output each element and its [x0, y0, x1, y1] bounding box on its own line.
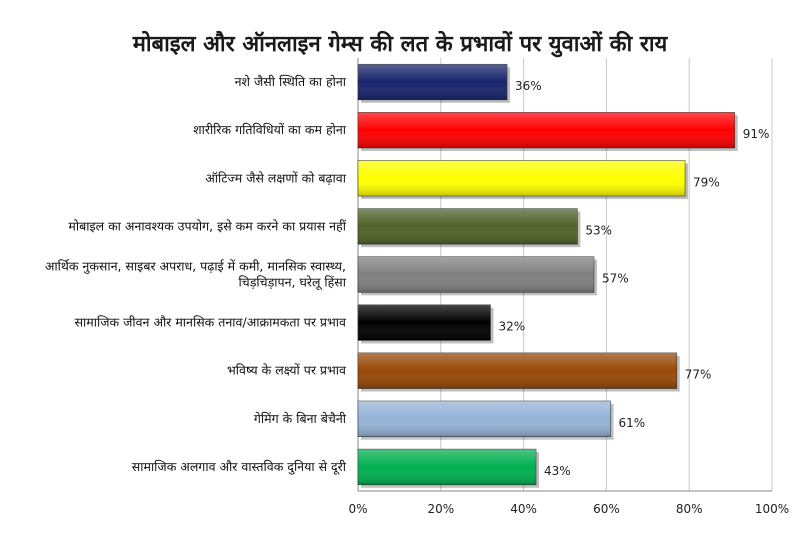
category-label: सामाजिक अलगाव और वास्तविक दुनिया से दूरी [132, 459, 347, 475]
x-tick-label: 80% [676, 502, 703, 516]
x-tick-label: 100% [755, 502, 789, 516]
data-label: 43% [544, 464, 571, 478]
bar-highlight [358, 304, 491, 341]
data-label: 79% [693, 175, 720, 189]
bar-highlight [358, 160, 686, 197]
category-label: भविष्य के लक्ष्यों पर प्रभाव [227, 363, 347, 378]
bar-highlight [358, 256, 594, 293]
bar-highlight [358, 112, 735, 148]
category-label: सामाजिक जीवन और मानसिक तनाव/आक्रामकता पर… [75, 315, 347, 330]
chart-title: मोबाइल और ऑनलाइन गेम्स की लत के प्रभावों… [132, 32, 668, 57]
category-label: आर्थिक नुकसान, साइबर अपराध, पढ़ाई में कम… [45, 259, 346, 275]
data-label: 36% [515, 79, 542, 93]
data-label: 77% [685, 368, 712, 382]
data-label: 53% [585, 223, 612, 237]
x-tick-label: 20% [427, 502, 454, 516]
bar-highlight [358, 208, 578, 245]
data-label: 61% [619, 416, 646, 430]
data-label: 91% [743, 127, 770, 141]
data-label: 32% [498, 320, 525, 334]
data-label: 57% [602, 272, 629, 286]
bar-highlight [358, 401, 611, 437]
category-label: गेमिंग के बिना बेचैनी [254, 411, 347, 426]
category-label: ऑटिज्म जैसे लक्षणों को बढ़ावा [205, 170, 346, 185]
x-tick-label: 40% [510, 502, 537, 516]
category-label: नशे जैसी स्थिति का होना [235, 74, 347, 89]
category-label: मोबाइल का अनावश्यक उपयोग, इसे कम करने का… [68, 218, 346, 233]
category-label: चिड़चिड़ापन, घरेलू हिंसा [239, 275, 347, 291]
label-layer: 0% 20% 40% 60% 80% 100% 36% नशे जैसी स्थिति का … [45, 74, 789, 516]
bar-highlight [358, 352, 677, 389]
bar-layer [357, 63, 738, 488]
category-label: शारीरिक गतिविधियों का कम होना [193, 122, 347, 137]
bar-highlight [358, 64, 508, 100]
x-tick-label: 60% [593, 502, 620, 516]
x-tick-label: 0% [348, 502, 367, 516]
bar-highlight [358, 449, 537, 485]
